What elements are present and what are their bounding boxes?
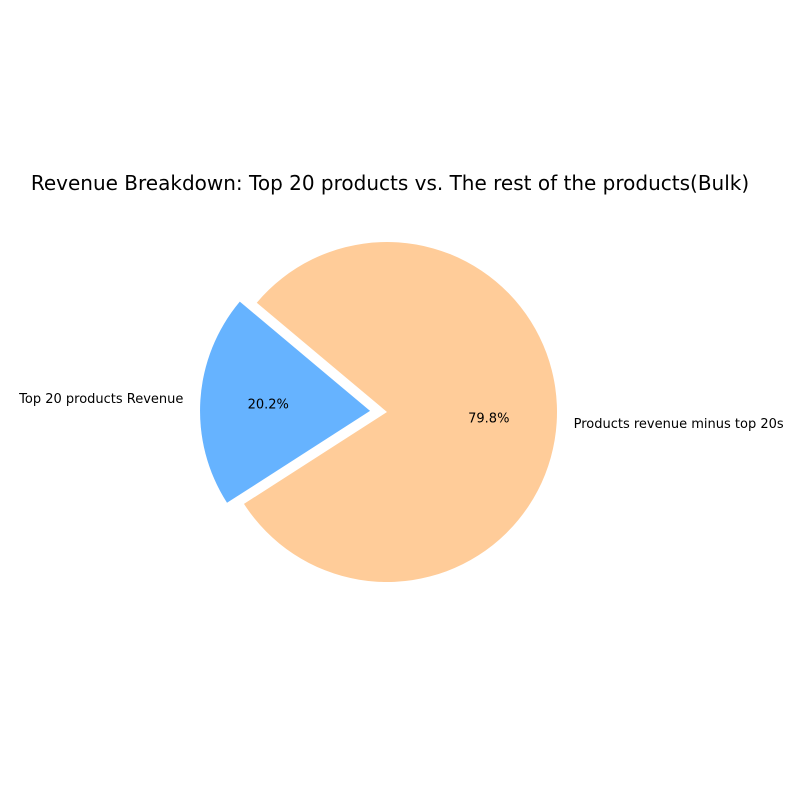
slice-percent-label-1: 20.2% <box>248 397 289 412</box>
slice-category-label-2: Products revenue minus top 20s <box>574 417 784 432</box>
slice-category-label-1: Top 20 products Revenue <box>18 392 183 407</box>
slice-percent-label-2: 79.8% <box>468 411 509 426</box>
chart-title: Revenue Breakdown: Top 20 products vs. T… <box>31 171 749 195</box>
